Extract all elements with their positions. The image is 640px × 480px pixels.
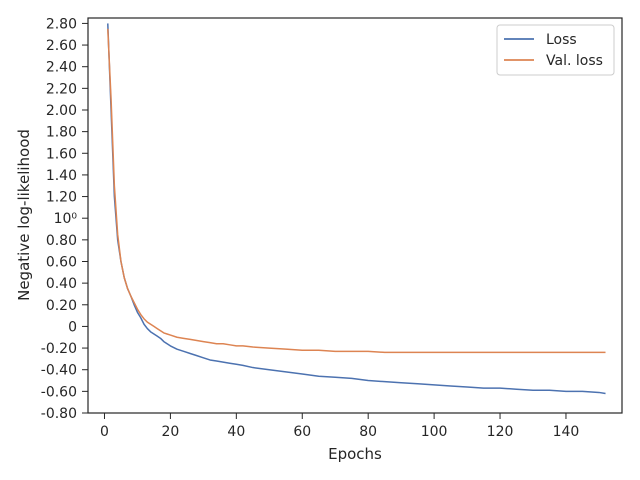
y-axis-title: Negative log-likelihood bbox=[15, 129, 33, 301]
x-tick-label: 80 bbox=[359, 424, 377, 440]
y-tick-label: -0.20 bbox=[41, 341, 77, 357]
legend: Loss Val. loss bbox=[496, 24, 615, 76]
x-axis-title: Epochs bbox=[328, 445, 382, 463]
y-tick-label: 2.60 bbox=[46, 38, 77, 54]
y-tick-label: -0.80 bbox=[41, 406, 77, 422]
y-tick-label: 0.80 bbox=[46, 233, 77, 249]
x-tick-label: 40 bbox=[227, 424, 245, 440]
x-tick-label: 20 bbox=[161, 424, 179, 440]
y-tick-label: -0.40 bbox=[41, 363, 77, 379]
x-tick-label: 120 bbox=[487, 424, 514, 440]
y-tick-label: 1.20 bbox=[46, 190, 77, 206]
y-tick-label: 2.20 bbox=[46, 81, 77, 97]
x-tick-label: 140 bbox=[553, 424, 580, 440]
y-axis: -0.80 -0.60 -0.40 -0.20 0 0.20 0.40 0.60 0.80 10⁰… bbox=[41, 16, 88, 422]
y-tick-label: 0.40 bbox=[46, 276, 77, 292]
series-layer bbox=[107, 23, 606, 395]
y-tick-label: -0.60 bbox=[41, 384, 77, 400]
x-axis: 0 20 40 60 80 100 120 140 bbox=[100, 413, 579, 440]
y-tick-label: 0.60 bbox=[46, 254, 77, 270]
x-tick-label: 100 bbox=[421, 424, 448, 440]
y-tick-label: 2.00 bbox=[46, 103, 77, 119]
y-tick-label: 1.80 bbox=[46, 125, 77, 141]
y-tick-label: 0 bbox=[68, 319, 77, 335]
legend-box bbox=[496, 24, 615, 76]
legend-label: Val. loss bbox=[546, 53, 603, 69]
series-line-1 bbox=[107, 28, 606, 354]
series-line-0 bbox=[107, 23, 606, 395]
y-tick-label: 2.80 bbox=[46, 16, 77, 32]
y-tick-label: 1.60 bbox=[46, 146, 77, 162]
y-tick-label: 2.40 bbox=[46, 60, 77, 76]
y-tick-label: 0.20 bbox=[46, 298, 77, 314]
y-tick-label: 10⁰ bbox=[54, 211, 78, 227]
x-tick-label: 60 bbox=[293, 424, 311, 440]
plot-frame bbox=[87, 17, 623, 414]
x-tick-label: 0 bbox=[100, 424, 109, 440]
legend-label: Loss bbox=[546, 32, 577, 48]
y-tick-label: 1.40 bbox=[46, 168, 77, 184]
